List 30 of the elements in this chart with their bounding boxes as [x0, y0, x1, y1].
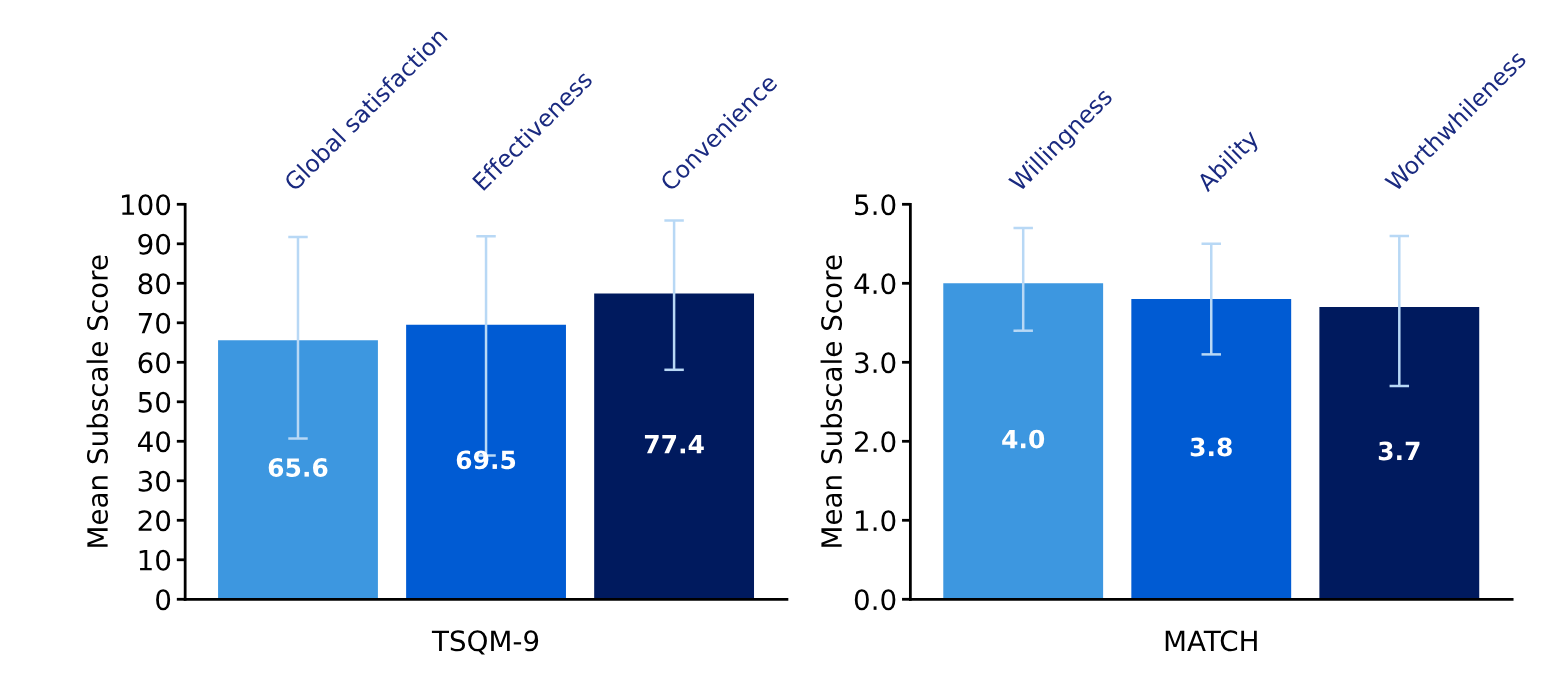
- y-tick-label: 90: [138, 233, 171, 255]
- y-tick-label: 0: [156, 589, 171, 611]
- y-tick-label: 2.0: [855, 431, 896, 453]
- bar: [218, 340, 378, 600]
- y-tick-label: 80: [138, 273, 171, 295]
- y-tick-label: 1.0: [856, 510, 896, 532]
- y-tick-label: 100: [122, 194, 171, 216]
- y-tick-label: 0.0: [854, 589, 896, 611]
- y-tick-label: 20: [138, 510, 171, 532]
- y-tick-label: 3.0: [855, 352, 896, 374]
- data-label: 3.8: [1190, 437, 1232, 457]
- x-axis-title: TSQM-9: [431, 630, 539, 655]
- y-tick-label: 4.0: [854, 273, 896, 295]
- y-tick-label: 30: [138, 470, 171, 492]
- data-label: 65.6: [268, 458, 328, 477]
- y-tick-label: 50: [138, 391, 171, 413]
- y-tick-label: 70: [138, 312, 171, 334]
- data-label: 3.7: [1378, 441, 1420, 461]
- y-tick-label: 5.0: [855, 194, 896, 216]
- y-tick-label: 60: [138, 352, 171, 374]
- bar: [594, 293, 755, 600]
- y-tick-label: 10: [139, 549, 171, 571]
- bar: [406, 324, 566, 600]
- data-label: 77.4: [644, 435, 704, 454]
- data-label: 4.0: [1002, 429, 1045, 449]
- y-axis-title: Mean Subscale Score: [820, 255, 843, 547]
- x-axis-title: MATCH: [1165, 630, 1257, 652]
- y-tick-label: 40: [137, 431, 171, 453]
- y-axis-title: Mean Subscale Score: [86, 255, 109, 547]
- data-label: 69.5: [456, 450, 516, 470]
